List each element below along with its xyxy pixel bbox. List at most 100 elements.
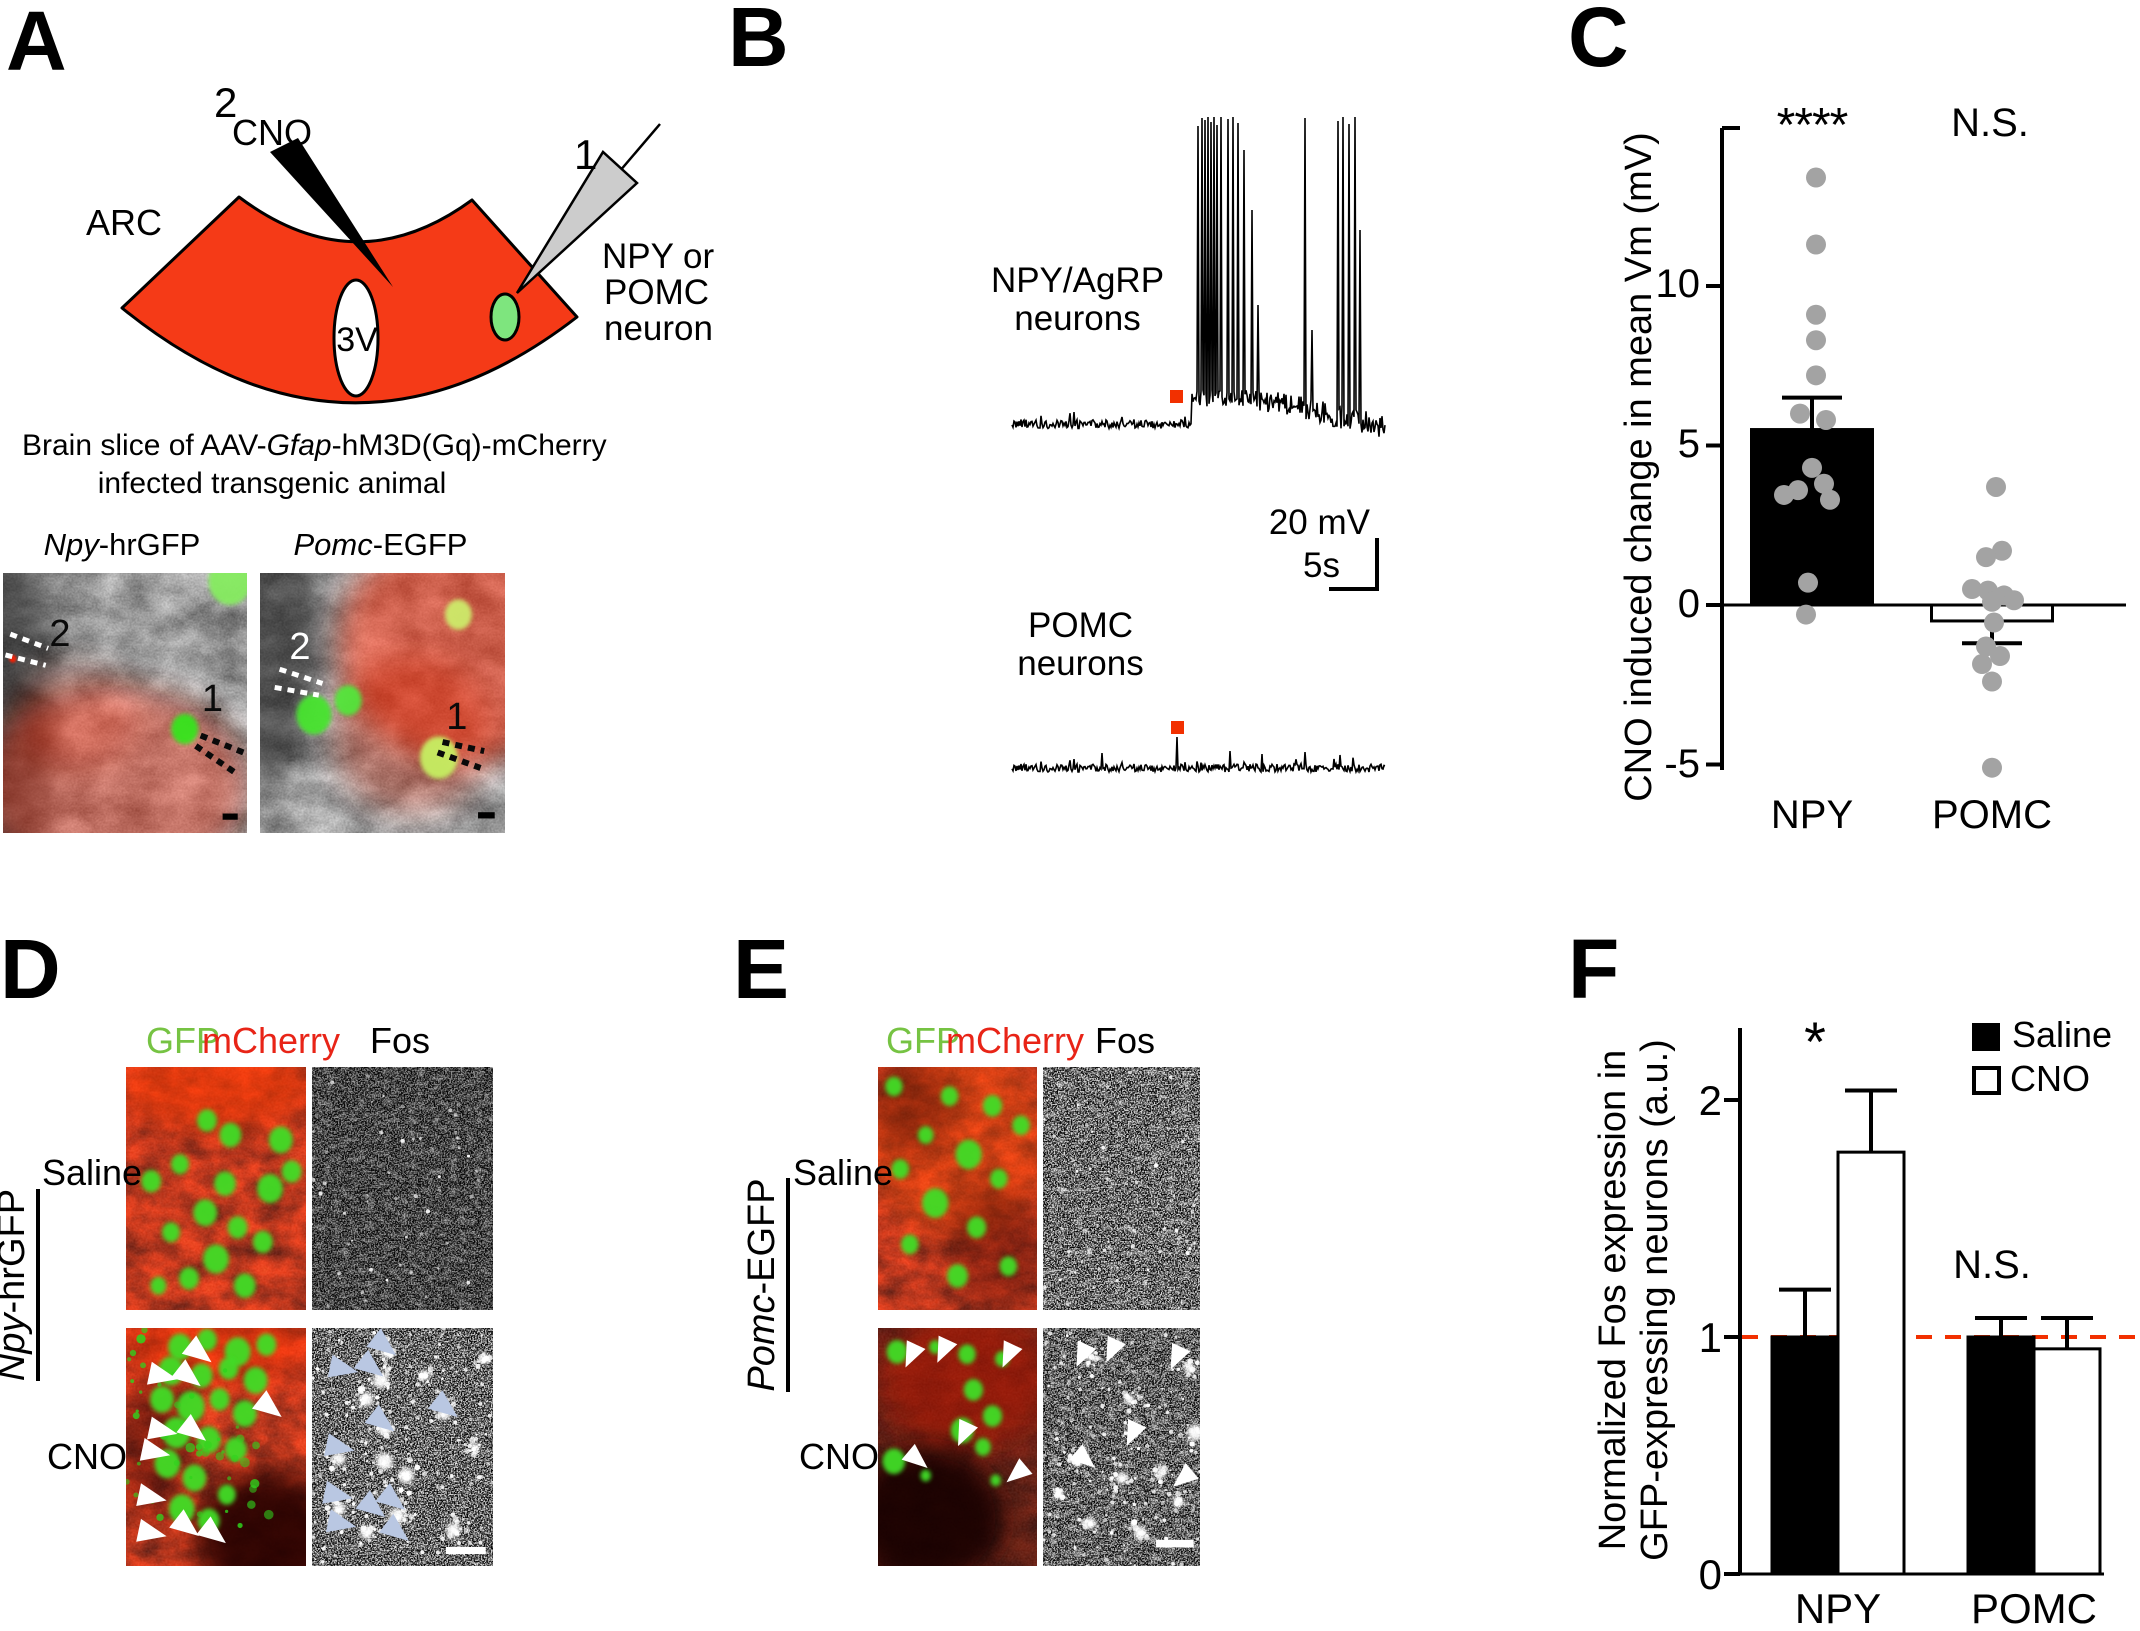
gfp-speck bbox=[189, 1393, 195, 1399]
arrowhead-icon bbox=[379, 1513, 409, 1541]
fos-cluster-dot bbox=[1092, 1530, 1096, 1534]
scale-bar bbox=[478, 812, 495, 819]
fos-speck bbox=[1076, 1496, 1080, 1501]
fos-speck bbox=[1043, 1164, 1047, 1168]
fos-cluster-dot bbox=[1126, 1395, 1131, 1400]
haze bbox=[15, 664, 138, 768]
fos-speck bbox=[1088, 1371, 1092, 1375]
fos-speck bbox=[1073, 1446, 1076, 1449]
c-data-point bbox=[1806, 304, 1826, 325]
fos-speck bbox=[328, 1329, 332, 1334]
c-data-point bbox=[1774, 484, 1794, 505]
fos-cluster-dot bbox=[395, 1515, 400, 1520]
fos-speck bbox=[458, 1545, 460, 1547]
fos-speck bbox=[1185, 1251, 1190, 1256]
caption-post: -hM3D(Gq)-mCherry bbox=[331, 429, 607, 462]
fos-speck bbox=[1135, 1176, 1138, 1179]
fos-cluster-dot bbox=[384, 1367, 391, 1373]
fos-speck bbox=[474, 1563, 477, 1566]
gfp-cell bbox=[224, 1437, 247, 1462]
gfp-speck bbox=[240, 1457, 250, 1468]
fos-speck bbox=[1047, 1512, 1052, 1517]
fos-speck bbox=[475, 1382, 479, 1386]
caption-gene-italic: Gfap bbox=[266, 429, 332, 462]
fos-speck bbox=[1122, 1500, 1127, 1505]
fos-speck bbox=[1054, 1436, 1059, 1442]
fos-cluster-dot bbox=[383, 1351, 388, 1356]
fos-cluster-dot bbox=[488, 1359, 491, 1363]
c-data-point bbox=[1806, 330, 1826, 351]
pipette-dashed-line bbox=[4, 652, 47, 668]
fos-speck bbox=[1133, 1564, 1136, 1566]
fos-speck bbox=[450, 1396, 454, 1401]
fos-speck bbox=[314, 1469, 318, 1473]
fos-speck bbox=[1047, 1257, 1050, 1260]
micro-image-e-sal-fos bbox=[1043, 1067, 1200, 1310]
fos-speck bbox=[1105, 1514, 1108, 1517]
fos-cluster-dot bbox=[453, 1420, 458, 1425]
fos-speck bbox=[1073, 1260, 1077, 1265]
fos-speck bbox=[1184, 1067, 1189, 1070]
fos-speck bbox=[1054, 1457, 1059, 1462]
fos-speck bbox=[481, 1175, 484, 1178]
target-neuron-line3: neuron bbox=[604, 309, 713, 348]
fos-speck bbox=[1102, 1248, 1106, 1252]
chart-f-category-npy: NPY bbox=[1794, 1585, 1882, 1631]
fos-cluster-dot bbox=[478, 1354, 483, 1359]
recording-pipette-icon bbox=[515, 150, 639, 294]
fos-speck bbox=[478, 1540, 483, 1545]
fos-speck bbox=[340, 1341, 344, 1345]
fos-cluster-dot bbox=[467, 1443, 472, 1448]
gfp-speck bbox=[129, 1349, 137, 1357]
gfp-cell bbox=[197, 1328, 217, 1352]
legend-cno-label: CNO bbox=[2010, 1058, 2090, 1099]
fos-speck bbox=[1143, 1404, 1147, 1408]
fos-speck bbox=[1197, 1136, 1200, 1141]
fos-speck bbox=[478, 1402, 483, 1406]
fos-speck bbox=[400, 1138, 405, 1143]
fos-cluster-dot bbox=[363, 1382, 366, 1385]
fos-cluster-dot bbox=[408, 1514, 415, 1520]
fos-speck bbox=[1058, 1085, 1061, 1088]
fos-speck bbox=[453, 1498, 457, 1502]
fos-cluster-dot bbox=[368, 1427, 372, 1431]
fos-speck bbox=[1050, 1194, 1052, 1197]
c-data-point bbox=[1990, 646, 2010, 667]
caption-pre: Brain slice of AAV- bbox=[22, 429, 267, 462]
fos-speck bbox=[1192, 1396, 1195, 1400]
fos-speck bbox=[330, 1080, 335, 1085]
fos-cluster-dot bbox=[375, 1455, 378, 1459]
fos-cluster-dot bbox=[1203, 1437, 1208, 1442]
fos-cluster-dot bbox=[329, 1457, 334, 1462]
fos-speck bbox=[1128, 1526, 1132, 1531]
gfp-cell bbox=[171, 713, 199, 745]
fos-speck bbox=[1145, 1341, 1150, 1346]
fos-speck bbox=[484, 1093, 489, 1098]
fos-speck bbox=[332, 1388, 336, 1392]
fos-cluster-dot bbox=[387, 1409, 393, 1414]
fos-speck bbox=[1155, 1499, 1158, 1502]
fos-speck bbox=[326, 1347, 331, 1352]
fos-cluster-dot bbox=[1129, 1478, 1134, 1483]
fos-speck bbox=[1160, 1364, 1163, 1367]
fos-speck bbox=[487, 1413, 492, 1418]
fos-speck bbox=[439, 1333, 444, 1338]
fos-speck bbox=[1147, 1071, 1150, 1074]
fos-speck bbox=[484, 1432, 488, 1436]
fos-cluster-dot bbox=[395, 1423, 398, 1426]
fos-speck bbox=[404, 1437, 408, 1441]
panel-d-side-rest: -hrGFP bbox=[0, 1188, 33, 1314]
fos-speck bbox=[1150, 1521, 1152, 1524]
fos-speck bbox=[420, 1550, 425, 1555]
fos-speck bbox=[425, 1405, 428, 1408]
gfp-speck bbox=[133, 1492, 139, 1498]
gfp-cell bbox=[419, 736, 458, 779]
cno-pipette-number: 2 bbox=[214, 79, 238, 126]
fos-speck bbox=[1069, 1392, 1075, 1397]
fos-speck bbox=[455, 1370, 458, 1373]
gfp-speck bbox=[185, 1442, 196, 1453]
gfp-speck bbox=[204, 1440, 212, 1449]
fos-speck bbox=[317, 1472, 323, 1478]
